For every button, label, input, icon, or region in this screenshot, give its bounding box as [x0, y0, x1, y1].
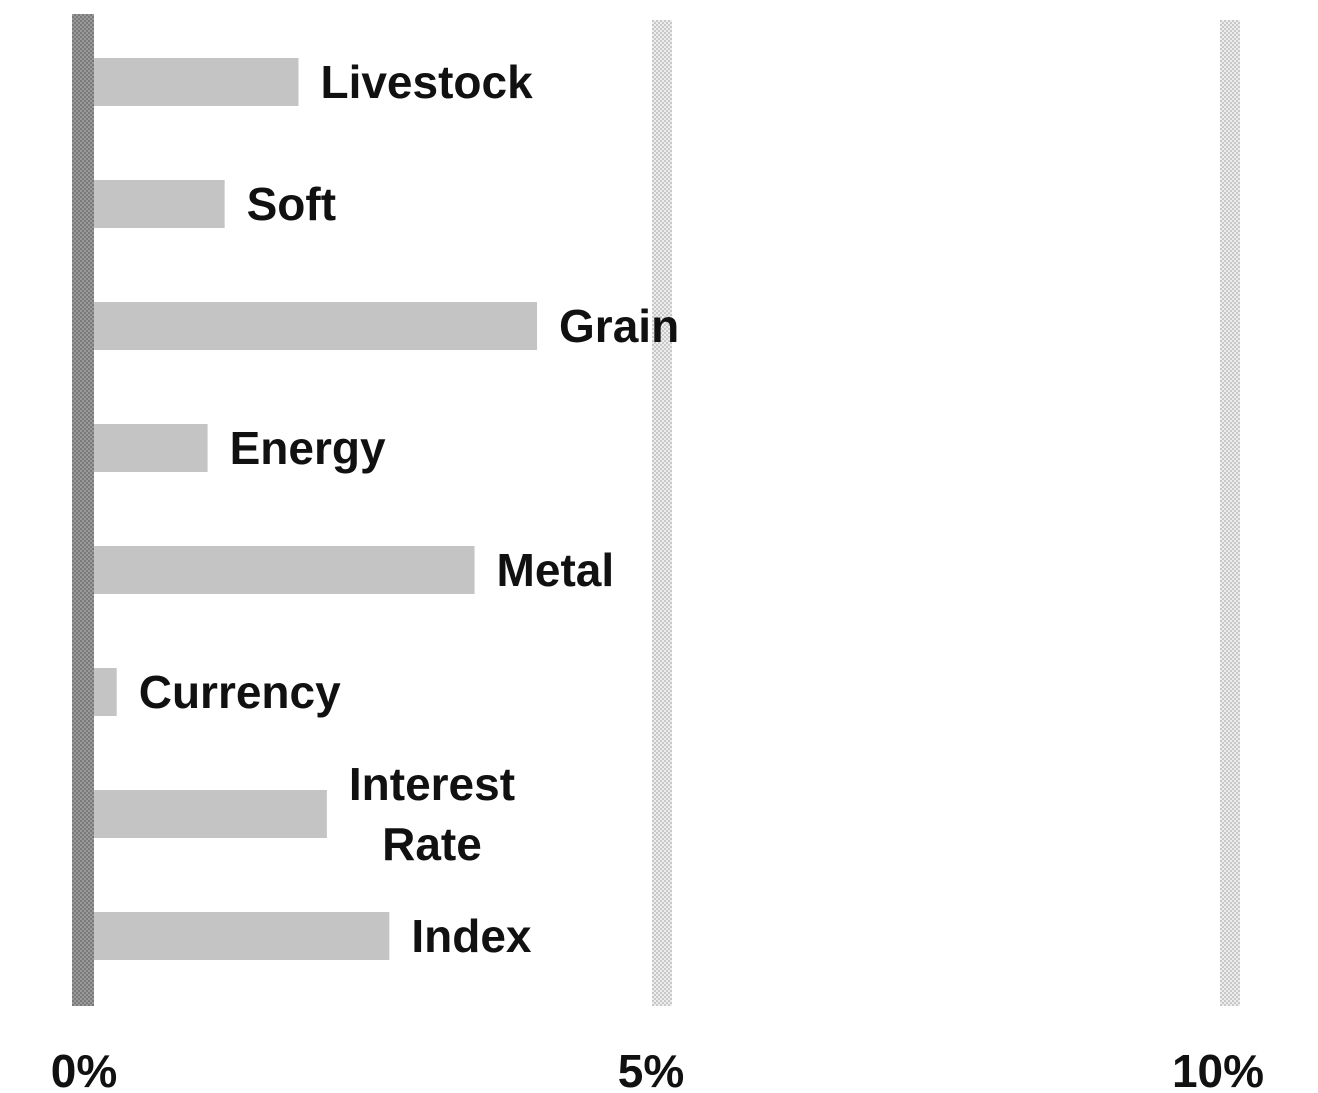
- gridlines: [652, 20, 1240, 1006]
- category-label-4: Metal: [497, 544, 615, 596]
- gridline-2: [1220, 20, 1240, 1006]
- category-label-7: Index: [411, 910, 532, 962]
- x-tick-label-0: 0%: [51, 1045, 117, 1093]
- bar-2: [94, 302, 538, 350]
- category-label-0: Livestock: [320, 56, 533, 108]
- category-label-1: Soft: [247, 178, 336, 230]
- category-label-3: Energy: [230, 422, 386, 474]
- category-label-2: Grain: [559, 300, 679, 352]
- x-axis-ticks: 0% 5% 10%: [51, 1045, 1264, 1093]
- bar-7: [94, 912, 390, 960]
- bar-1: [94, 180, 225, 228]
- x-tick-label-1: 5%: [618, 1045, 684, 1093]
- bar-5: [94, 668, 117, 716]
- x-tick-label-2: 10%: [1172, 1045, 1264, 1093]
- zero-axis: [72, 14, 94, 1006]
- bar-4: [94, 546, 475, 594]
- category-label-5: Currency: [139, 666, 341, 718]
- category-labels: Livestock Soft Grain Energy Metal CurrencyInt…: [139, 56, 679, 962]
- bar-3: [94, 424, 208, 472]
- gridline-1: [652, 20, 672, 1006]
- bar-0: [94, 58, 299, 106]
- category-label-6: Interest Rate: [349, 758, 515, 870]
- bar-6: [94, 790, 327, 838]
- bars: [94, 58, 538, 960]
- zero-axis-line: [72, 14, 94, 1006]
